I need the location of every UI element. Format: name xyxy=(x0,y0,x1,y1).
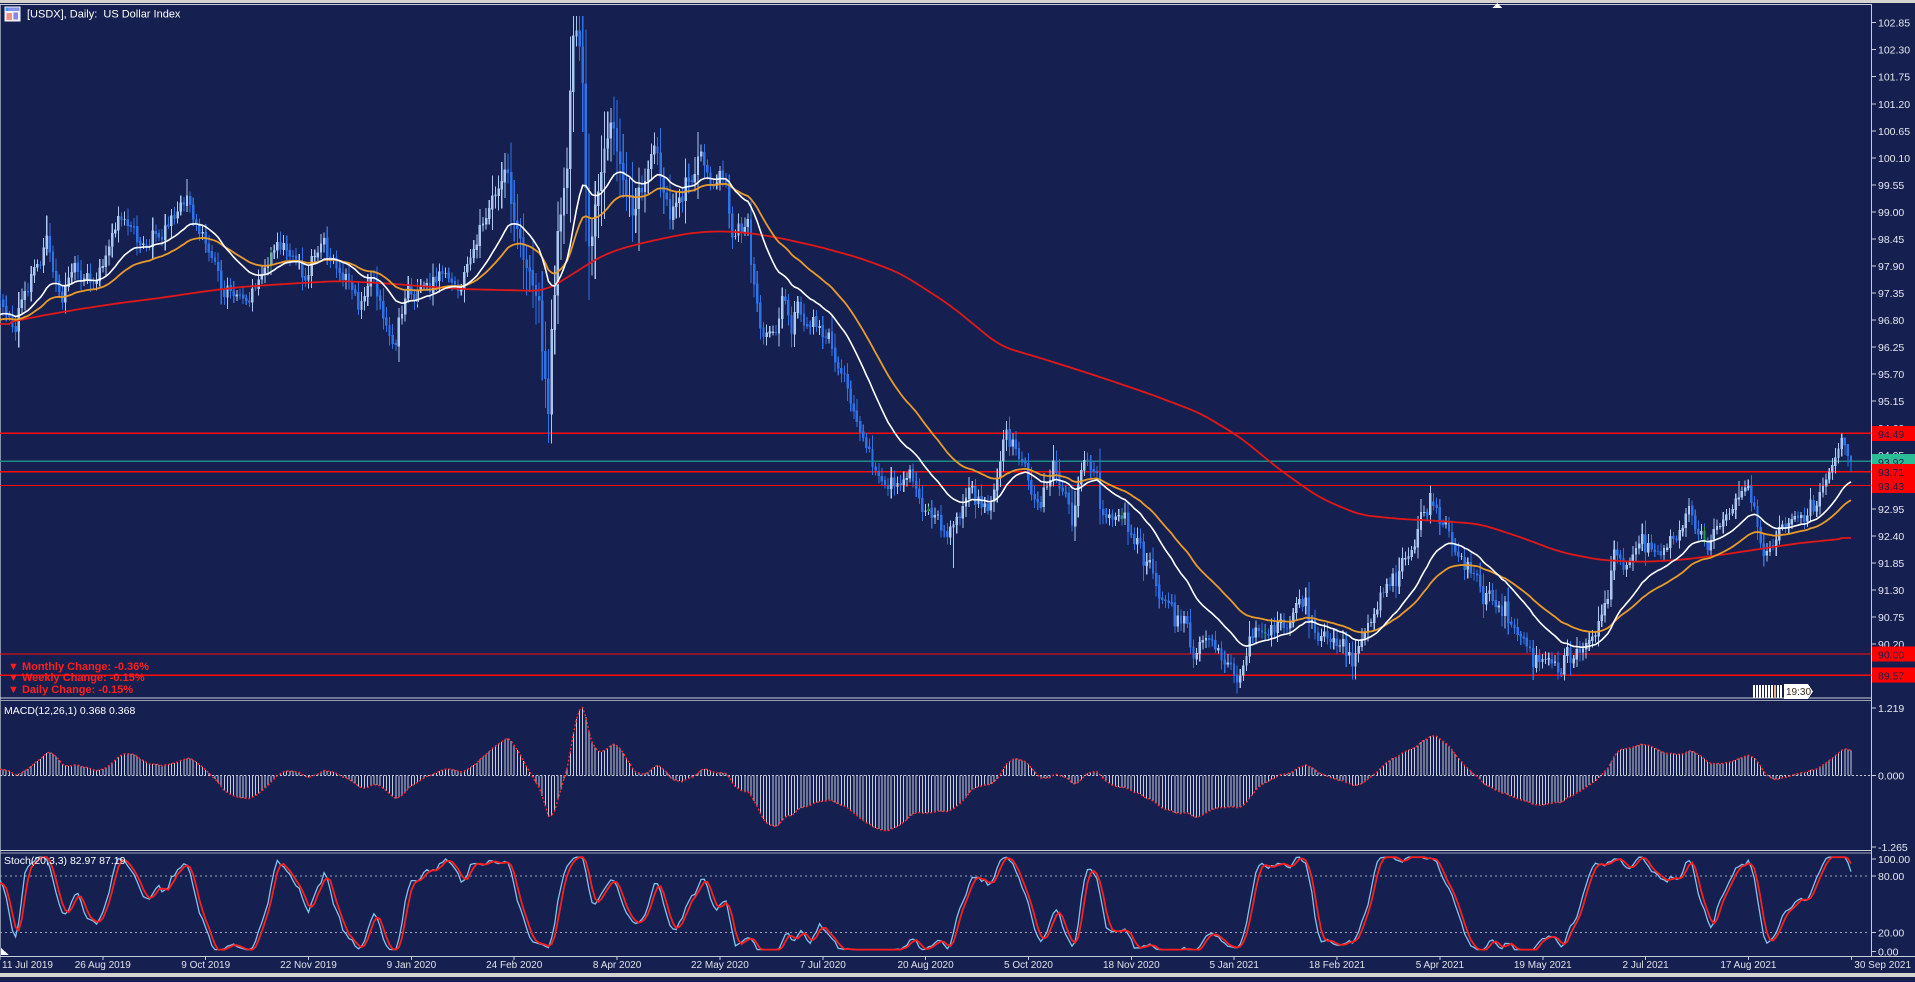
svg-text:24 Feb 2020: 24 Feb 2020 xyxy=(486,960,543,971)
svg-text:102.30: 102.30 xyxy=(1878,45,1910,57)
svg-text:8 Apr 2020: 8 Apr 2020 xyxy=(593,960,642,971)
svg-text:90.00: 90.00 xyxy=(1878,650,1904,662)
svg-text:100.00: 100.00 xyxy=(1878,854,1910,866)
svg-text:18 Feb 2021: 18 Feb 2021 xyxy=(1309,960,1366,971)
svg-text:93.71: 93.71 xyxy=(1878,467,1904,479)
svg-text:101.20: 101.20 xyxy=(1878,99,1910,111)
svg-text:9 Jan 2020: 9 Jan 2020 xyxy=(387,960,437,971)
svg-text:97.35: 97.35 xyxy=(1878,288,1904,300)
svg-text:▼ Monthly Change: -0.36%: ▼ Monthly Change: -0.36% xyxy=(8,661,149,673)
svg-text:11 Jul 2019: 11 Jul 2019 xyxy=(2,960,53,971)
svg-text:0.00: 0.00 xyxy=(1878,947,1899,959)
svg-text:Stoch(20,3,3) 82.97 87.19: Stoch(20,3,3) 82.97 87.19 xyxy=(4,855,126,867)
svg-text:20 Aug 2020: 20 Aug 2020 xyxy=(898,960,955,971)
svg-text:96.25: 96.25 xyxy=(1878,342,1904,354)
svg-text:98.45: 98.45 xyxy=(1878,234,1904,246)
svg-text:22 May 2020: 22 May 2020 xyxy=(691,960,749,971)
svg-text:99.55: 99.55 xyxy=(1878,180,1904,192)
svg-text:93.43: 93.43 xyxy=(1878,481,1904,493)
svg-text:19:30: 19:30 xyxy=(1786,687,1811,698)
svg-text:▼ Daily Change: -0.15%: ▼ Daily Change: -0.15% xyxy=(8,684,133,696)
svg-text:90.75: 90.75 xyxy=(1878,612,1904,624)
svg-text:99.00: 99.00 xyxy=(1878,207,1904,219)
svg-text:95.70: 95.70 xyxy=(1878,369,1904,381)
svg-text:92.95: 92.95 xyxy=(1878,504,1904,516)
svg-text:18 Nov 2020: 18 Nov 2020 xyxy=(1103,960,1160,971)
svg-text:7 Jul 2020: 7 Jul 2020 xyxy=(800,960,847,971)
svg-text:91.85: 91.85 xyxy=(1878,558,1904,570)
svg-text:[USDX], Daily: US Dollar Inde: [USDX], Daily: US Dollar Index xyxy=(27,9,181,21)
svg-text:101.75: 101.75 xyxy=(1878,72,1910,84)
svg-text:89.57: 89.57 xyxy=(1878,671,1904,683)
svg-text:97.90: 97.90 xyxy=(1878,261,1904,273)
svg-text:80.00: 80.00 xyxy=(1878,871,1904,883)
svg-text:2 Jul 2021: 2 Jul 2021 xyxy=(1623,960,1670,971)
svg-text:-1.265: -1.265 xyxy=(1878,842,1908,854)
svg-text:91.30: 91.30 xyxy=(1878,585,1904,597)
svg-text:30 Sep 2021: 30 Sep 2021 xyxy=(1854,960,1911,971)
svg-text:100.10: 100.10 xyxy=(1878,153,1910,165)
svg-text:22 Nov 2019: 22 Nov 2019 xyxy=(280,960,337,971)
svg-text:94.49: 94.49 xyxy=(1878,429,1904,441)
svg-text:95.15: 95.15 xyxy=(1878,396,1904,408)
svg-text:17 Aug 2021: 17 Aug 2021 xyxy=(1720,960,1777,971)
svg-text:▼ Weekly Change: -0.15%: ▼ Weekly Change: -0.15% xyxy=(8,672,145,684)
svg-text:5 Apr 2021: 5 Apr 2021 xyxy=(1416,960,1465,971)
svg-text:MACD(12,26,1) 0.368 0.368: MACD(12,26,1) 0.368 0.368 xyxy=(4,705,135,717)
svg-text:5 Jan 2021: 5 Jan 2021 xyxy=(1209,960,1259,971)
svg-text:20.00: 20.00 xyxy=(1878,928,1904,940)
svg-text:92.40: 92.40 xyxy=(1878,531,1904,543)
svg-text:96.80: 96.80 xyxy=(1878,315,1904,327)
svg-text:19 May 2021: 19 May 2021 xyxy=(1514,960,1572,971)
svg-text:0.000: 0.000 xyxy=(1878,771,1904,783)
svg-text:26 Aug 2019: 26 Aug 2019 xyxy=(75,960,132,971)
svg-text:9 Oct 2019: 9 Oct 2019 xyxy=(181,960,230,971)
svg-text:100.65: 100.65 xyxy=(1878,126,1910,138)
svg-text:102.85: 102.85 xyxy=(1878,18,1910,30)
svg-text:1.219: 1.219 xyxy=(1878,703,1904,715)
svg-text:5 Oct 2020: 5 Oct 2020 xyxy=(1004,960,1053,971)
